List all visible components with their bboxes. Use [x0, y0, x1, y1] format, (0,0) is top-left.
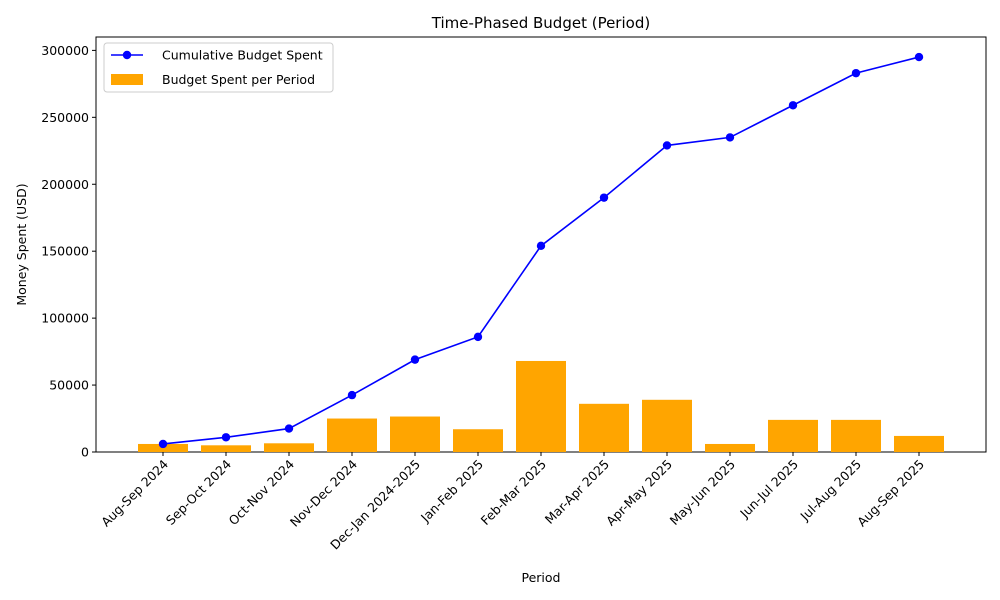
bar	[894, 435, 944, 452]
x-tick-label: Apr-May 2025	[603, 457, 675, 529]
bars-layer	[138, 360, 944, 452]
bar	[579, 403, 629, 452]
y-axis: 0 50000 100000 150000 200000 250000 300000	[41, 43, 96, 460]
line-layer	[158, 52, 924, 449]
line-point	[347, 390, 357, 400]
line-point	[662, 141, 672, 150]
y-tick-label: 150000	[41, 244, 89, 259]
line-point	[473, 332, 483, 342]
y-tick-label: 300000	[41, 43, 89, 58]
x-tick-label: Aug-Sep 2025	[854, 457, 927, 530]
y-tick-label: 50000	[49, 378, 89, 393]
x-axis-label: Period	[522, 570, 561, 585]
bar	[516, 360, 566, 452]
x-tick-label: Aug-Sep 2024	[98, 456, 171, 529]
legend: Cumulative Budget Spent Budget Spent per …	[103, 42, 334, 93]
bar	[264, 443, 314, 452]
line-point	[284, 424, 294, 433]
line-point	[914, 52, 924, 62]
legend-bar-swatch	[111, 74, 143, 85]
y-tick-label: 0	[81, 445, 89, 460]
x-tick-label: Feb-Mar 2025	[478, 457, 549, 528]
y-tick-label: 100000	[41, 311, 89, 326]
bar	[453, 429, 503, 452]
bar	[705, 443, 755, 452]
line-point	[725, 133, 735, 142]
bar	[390, 416, 440, 452]
y-tick-label: 250000	[41, 110, 89, 125]
x-tick-label: Sep-Oct 2024	[163, 456, 234, 527]
x-tick-label: Jun-Jul 2025	[736, 457, 801, 522]
line-point	[599, 193, 609, 202]
legend-box	[103, 42, 334, 93]
bar	[642, 399, 692, 452]
line-point	[851, 68, 861, 78]
legend-label-per-period: Budget Spent per Period	[162, 72, 315, 87]
y-tick-label: 200000	[41, 177, 89, 192]
line-point	[410, 355, 420, 364]
bar	[831, 419, 881, 452]
x-tick-label: Mar-Apr 2025	[542, 457, 612, 527]
x-tick-label: Oct-Nov 2024	[225, 456, 297, 528]
legend-label-cumulative: Cumulative Budget Spent	[162, 48, 323, 63]
bar	[768, 419, 818, 452]
x-tick-label: Jul-Aug 2025	[797, 457, 865, 525]
line-point	[158, 439, 168, 449]
x-tick-label: Jan-Feb 2025	[417, 457, 486, 526]
bar	[327, 418, 377, 452]
line-point	[536, 241, 546, 251]
x-tick-label: May-Jun 2025	[667, 457, 739, 529]
line-point	[788, 101, 798, 110]
chart-title: Time-Phased Budget (Period)	[431, 14, 650, 32]
y-axis-label: Money Spent (USD)	[14, 183, 29, 305]
line-point	[221, 433, 231, 442]
legend-marker-swatch	[122, 50, 132, 60]
bar	[201, 445, 251, 452]
